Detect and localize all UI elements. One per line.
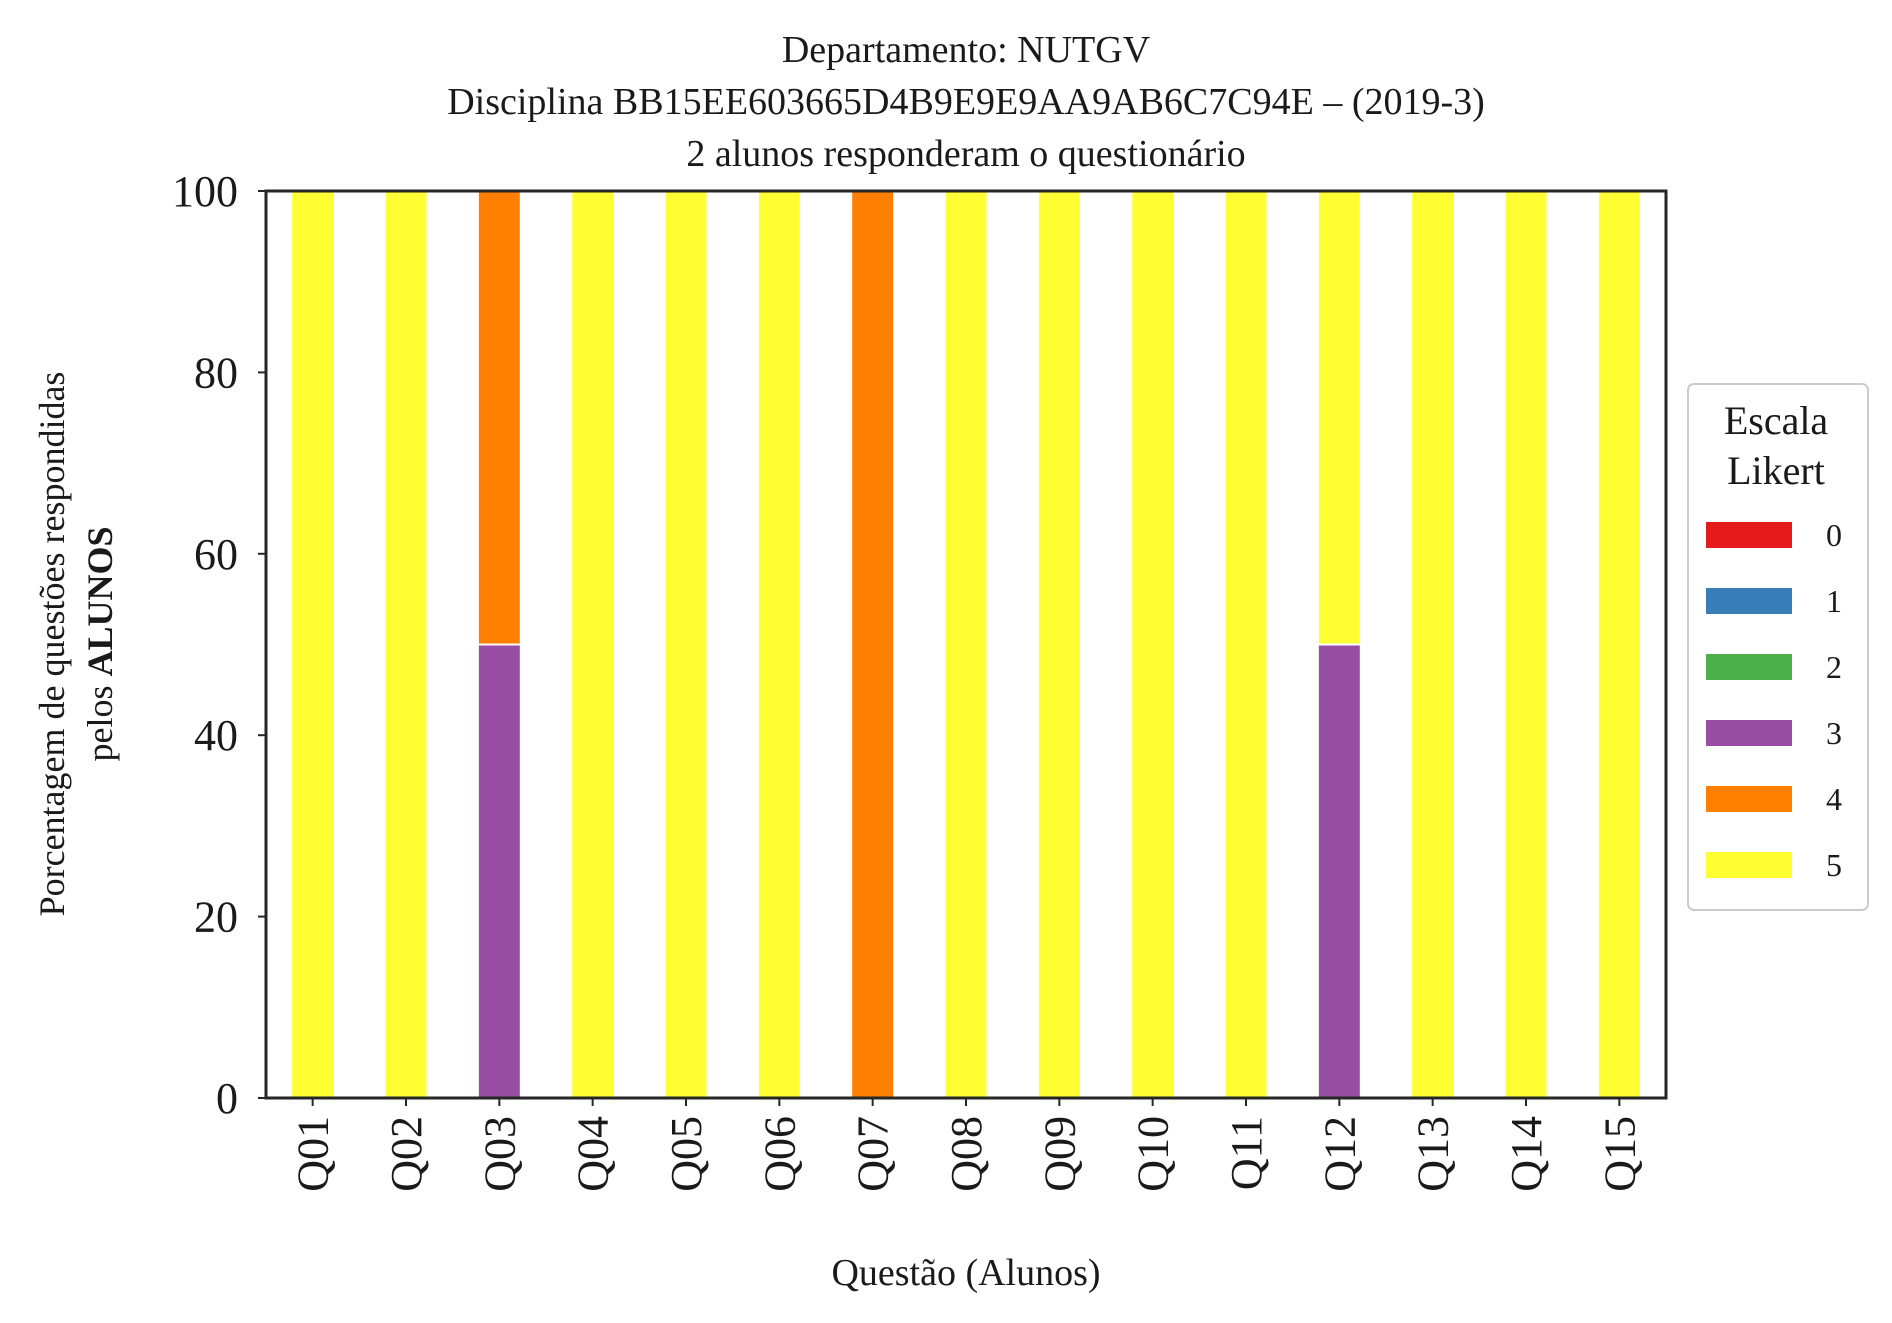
x-tick-label: Q04	[569, 1116, 618, 1192]
y-axis-ticks: 0 20 40 60 80 100	[172, 167, 266, 1123]
bar-q12-likert-3	[1316, 643, 1362, 1099]
bar-q03-likert-4	[476, 190, 522, 646]
bar-q05-likert-5	[663, 190, 709, 1099]
x-tick-label: Q07	[849, 1116, 898, 1192]
bar-q04-likert-5	[570, 190, 616, 1099]
bar-series-group	[290, 190, 1642, 1099]
legend-title-line-1: Escala	[1724, 398, 1829, 443]
legend-label-0: 0	[1826, 517, 1842, 553]
bar-q12-likert-5	[1316, 190, 1362, 646]
bar-q07-likert-4	[850, 190, 896, 1099]
x-tick-label: Q14	[1502, 1116, 1551, 1192]
bar-q03-likert-3	[476, 643, 522, 1099]
bar-q15-likert-5	[1596, 190, 1642, 1099]
x-tick-label: Q13	[1409, 1116, 1458, 1192]
x-tick-label: Q10	[1129, 1116, 1178, 1192]
legend-swatch-3	[1706, 720, 1792, 746]
bar-q01-likert-5	[290, 190, 336, 1099]
y-axis-label-line-2: pelos ALUNOS	[80, 526, 120, 761]
y-axis-label-prefix: pelos	[80, 677, 120, 762]
x-axis-label: Questão (Alunos)	[831, 1252, 1100, 1294]
bar-q13-likert-5	[1410, 190, 1456, 1099]
x-tick-label: Q01	[289, 1116, 338, 1192]
chart-title-line-3: 2 alunos responderam o questionário	[686, 133, 1245, 175]
legend-swatch-5	[1706, 852, 1792, 878]
bar-q08-likert-5	[943, 190, 989, 1099]
x-tick-label: Q02	[382, 1116, 431, 1192]
y-tick-label: 0	[216, 1074, 238, 1123]
chart-title-line-1: Departamento: NUTGV	[782, 29, 1151, 71]
legend-swatch-1	[1706, 588, 1792, 614]
legend-label-1: 1	[1826, 583, 1842, 619]
x-tick-label: Q15	[1595, 1116, 1644, 1192]
y-tick-label: 40	[194, 711, 238, 760]
legend: Escala Likert 0 1 2 3 4 5	[1687, 383, 1869, 911]
legend-swatch-4	[1706, 786, 1792, 812]
bar-q11-likert-5	[1223, 190, 1269, 1099]
plot-frame	[264, 189, 1668, 1100]
bar-q10-likert-5	[1130, 190, 1176, 1099]
x-tick-label: Q09	[1035, 1116, 1084, 1192]
legend-label-5: 5	[1826, 847, 1842, 883]
y-tick-label: 100	[172, 167, 238, 216]
legend-swatch-2	[1706, 654, 1792, 680]
x-tick-label: Q08	[942, 1116, 991, 1192]
legend-swatch-0	[1706, 522, 1792, 548]
y-tick-label: 60	[194, 530, 238, 579]
bar-q14-likert-5	[1503, 190, 1549, 1099]
legend-label-3: 3	[1826, 715, 1842, 751]
y-tick-label: 20	[194, 893, 238, 942]
x-tick-label: Q06	[755, 1116, 804, 1192]
chart-title: Departamento: NUTGV Disciplina BB15EE603…	[447, 29, 1485, 175]
x-axis-ticks: Q01 Q02 Q03 Q04 Q05 Q06 Q07 Q08 Q09 Q10 Q11 Q12 Q13 Q…	[289, 1098, 1644, 1192]
legend-title-line-2: Likert	[1727, 448, 1825, 493]
y-tick-label: 80	[194, 348, 238, 397]
bar-q09-likert-5	[1036, 190, 1082, 1099]
legend-items: 0 1 2 3 4 5	[1706, 517, 1842, 883]
legend-box	[1687, 383, 1869, 911]
y-axis-label-bold: ALUNOS	[80, 526, 120, 676]
y-axis-label: Porcentagem de questões respondidas	[32, 372, 72, 917]
bar-q06-likert-5	[756, 190, 802, 1099]
x-tick-label: Q12	[1315, 1116, 1364, 1192]
bar-q02-likert-5	[383, 190, 429, 1099]
x-tick-label: Q05	[662, 1116, 711, 1192]
legend-label-2: 2	[1826, 649, 1842, 685]
chart-title-line-2: Disciplina BB15EE603665D4B9E9E9AA9AB6C7C…	[447, 81, 1485, 123]
x-tick-label: Q03	[475, 1116, 524, 1192]
x-tick-label: Q11	[1222, 1116, 1271, 1190]
legend-label-4: 4	[1826, 781, 1842, 817]
